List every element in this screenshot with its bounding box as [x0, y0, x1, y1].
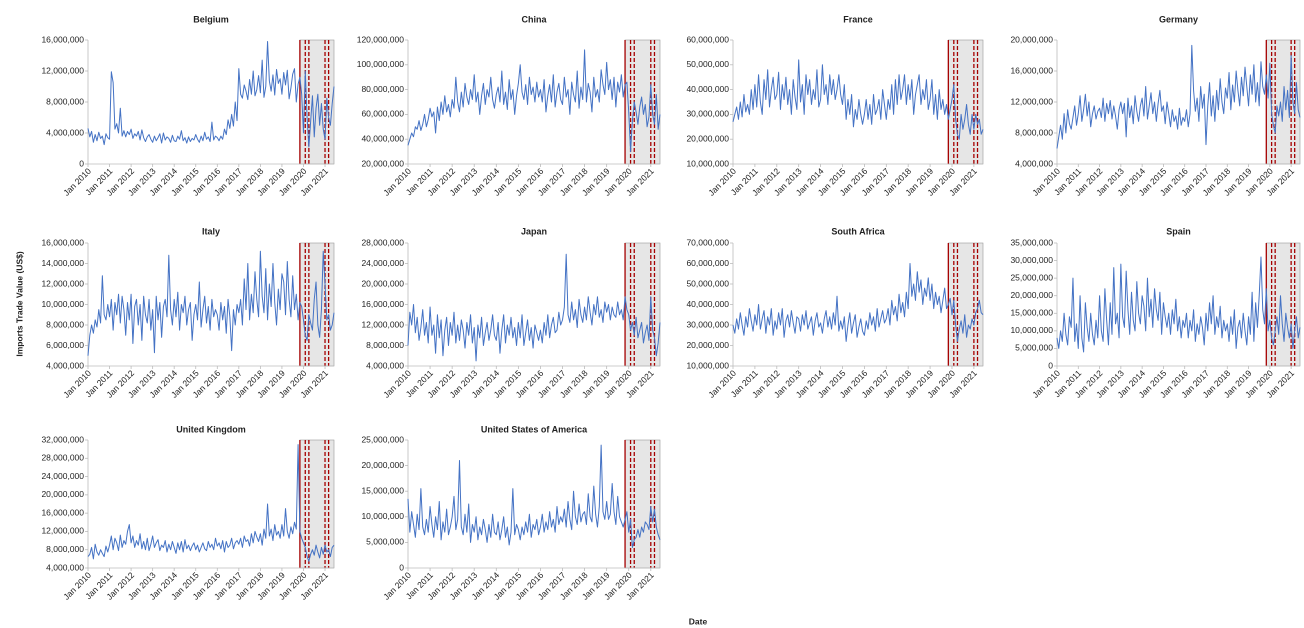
data-line — [87, 250, 335, 356]
y-tick-label: 16,000,000 — [361, 299, 404, 309]
y-tick-label: 12,000,000 — [41, 278, 84, 288]
y-tick-label: 60,000,000 — [686, 34, 729, 44]
chart-panel: Italy 4,000,000 6,000,000 8,000,000 10,000,0… — [41, 226, 335, 400]
y-tick-label: 40,000,000 — [686, 84, 729, 94]
y-tick-label: 20,000,000 — [1010, 34, 1053, 44]
data-line — [407, 253, 661, 362]
y-tick-label: 20,000,000 — [1010, 290, 1053, 300]
y-tick-label: 30,000,000 — [1010, 255, 1053, 265]
y-tick-label: 50,000,000 — [686, 59, 729, 69]
y-tick-label: 12,000,000 — [41, 65, 84, 75]
y-tick-label: 35,000,000 — [1010, 237, 1053, 247]
y-tick-label: 60,000,000 — [686, 258, 729, 268]
y-tick-label: 4,000,000 — [366, 360, 404, 370]
y-tick-label: 16,000,000 — [41, 507, 84, 517]
y-tick-label: 5,000,000 — [366, 537, 404, 547]
data-line — [1056, 44, 1301, 149]
y-tick-label: 28,000,000 — [361, 237, 404, 247]
y-tick-label: 20,000,000 — [686, 133, 729, 143]
y-tick-label: 0 — [1048, 360, 1053, 370]
chart-panel: United States of America 0 5,000,000 10,000… — [361, 424, 661, 602]
y-tick-label: 30,000,000 — [686, 319, 729, 329]
y-tick-label: 40,000,000 — [361, 133, 404, 143]
y-tick-label: 14,000,000 — [41, 258, 84, 268]
y-tick-label: 20,000,000 — [361, 158, 404, 168]
y-tick-label: 10,000,000 — [361, 511, 404, 521]
y-tick-label: 12,000,000 — [1010, 96, 1053, 106]
chart-title: Belgium — [193, 14, 229, 24]
y-tick-label: 15,000,000 — [361, 485, 404, 495]
chart-title: Japan — [521, 226, 547, 236]
y-tick-label: 20,000,000 — [361, 460, 404, 470]
y-tick-label: 70,000,000 — [686, 237, 729, 247]
data-line — [732, 59, 984, 140]
y-tick-label: 10,000,000 — [686, 360, 729, 370]
x-axis-title: Date — [689, 616, 708, 626]
y-tick-label: 10,000,000 — [1010, 325, 1053, 335]
y-tick-label: 4,000,000 — [46, 360, 84, 370]
y-tick-label: 0 — [79, 158, 84, 168]
y-tick-label: 20,000,000 — [686, 340, 729, 350]
y-tick-label: 16,000,000 — [41, 237, 84, 247]
y-tick-label: 12,000,000 — [41, 526, 84, 536]
y-tick-label: 15,000,000 — [1010, 308, 1053, 318]
y-tick-label: 5,000,000 — [1015, 343, 1053, 353]
y-tick-label: 25,000,000 — [361, 434, 404, 444]
chart-title: China — [521, 14, 547, 24]
y-axis-title: Imports Trade Value (US$) — [14, 251, 24, 357]
y-tick-label: 80,000,000 — [361, 84, 404, 94]
y-tick-label: 32,000,000 — [41, 434, 84, 444]
chart-title: United States of America — [481, 424, 588, 434]
chart-title: Spain — [1166, 226, 1191, 236]
y-tick-label: 16,000,000 — [1010, 65, 1053, 75]
y-tick-label: 8,000,000 — [46, 319, 84, 329]
data-line — [407, 49, 661, 153]
y-tick-label: 120,000,000 — [357, 34, 405, 44]
data-line — [87, 41, 335, 148]
y-tick-label: 20,000,000 — [361, 278, 404, 288]
chart-title: Italy — [202, 226, 220, 236]
data-line — [732, 263, 984, 342]
y-tick-label: 10,000,000 — [41, 299, 84, 309]
chart-title: South Africa — [831, 226, 885, 236]
y-tick-label: 16,000,000 — [41, 34, 84, 44]
y-tick-label: 30,000,000 — [686, 109, 729, 119]
y-tick-label: 25,000,000 — [1010, 272, 1053, 282]
y-tick-label: 40,000,000 — [686, 299, 729, 309]
data-line — [87, 444, 335, 562]
y-tick-label: 8,000,000 — [46, 96, 84, 106]
y-tick-label: 10,000,000 — [686, 158, 729, 168]
y-tick-label: 8,000,000 — [46, 544, 84, 554]
y-tick-label: 4,000,000 — [46, 562, 84, 572]
y-tick-label: 60,000,000 — [361, 109, 404, 119]
y-tick-label: 28,000,000 — [41, 453, 84, 463]
y-tick-label: 0 — [399, 562, 404, 572]
y-tick-label: 4,000,000 — [1015, 158, 1053, 168]
y-tick-label: 8,000,000 — [1015, 127, 1053, 137]
y-tick-label: 12,000,000 — [361, 319, 404, 329]
chart-panel: South Africa 10,000,000 20,000,000 30,000,0… — [686, 226, 984, 400]
chart-title: United Kingdom — [176, 424, 246, 434]
y-tick-label: 50,000,000 — [686, 278, 729, 288]
data-line — [1056, 256, 1301, 353]
y-tick-label: 20,000,000 — [41, 489, 84, 499]
y-tick-label: 8,000,000 — [366, 340, 404, 350]
y-tick-label: 4,000,000 — [46, 127, 84, 137]
chart-panel: Spain 0 5,000,000 10,000,000 15,000,000 20,00… — [1010, 226, 1301, 400]
y-tick-label: 24,000,000 — [41, 471, 84, 481]
chart-panel: France 10,000,000 20,000,000 30,000,000 40,0… — [686, 14, 984, 198]
y-tick-label: 100,000,000 — [357, 59, 405, 69]
chart-panel: United Kingdom 4,000,000 8,000,000 12,000,0… — [41, 424, 335, 602]
chart-panel: China 20,000,000 40,000,000 60,000,000 80,00… — [357, 14, 661, 198]
chart-title: France — [843, 14, 873, 24]
y-tick-label: 6,000,000 — [46, 340, 84, 350]
data-line — [407, 444, 661, 549]
chart-panel: Belgium 0 4,000,000 8,000,000 12,000,000 16,0… — [41, 14, 335, 198]
y-tick-label: 24,000,000 — [361, 258, 404, 268]
chart-panel: Japan 4,000,000 8,000,000 12,000,000 16,000,… — [361, 226, 661, 400]
chart-panel: Germany 4,000,000 8,000,000 12,000,000 16,00… — [1010, 14, 1301, 198]
chart-title: Germany — [1159, 14, 1198, 24]
